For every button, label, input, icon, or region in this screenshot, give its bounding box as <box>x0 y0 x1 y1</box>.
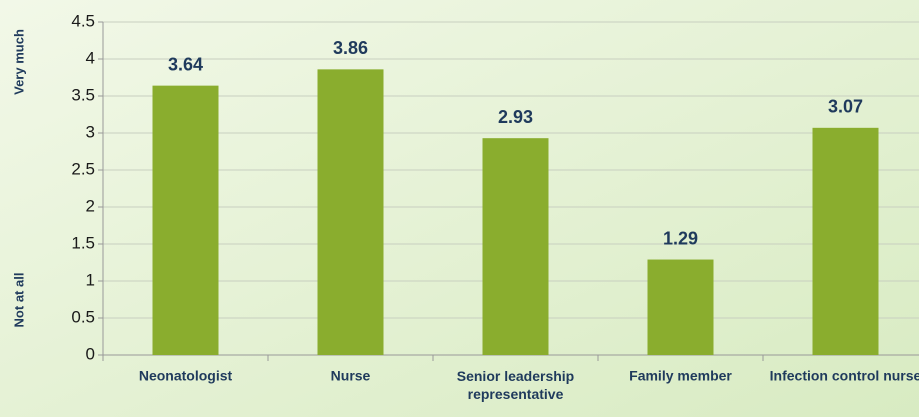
x-tick-label: Family member <box>629 368 732 384</box>
y-tick-label: 3.5 <box>71 85 95 104</box>
data-label: 3.07 <box>828 97 863 117</box>
data-label: 1.29 <box>663 228 698 248</box>
y-label-top: Very much <box>11 29 26 95</box>
x-tick-label: Neonatologist <box>139 368 233 384</box>
data-label: 3.64 <box>168 54 203 74</box>
y-tick-label: 4.5 <box>71 11 95 30</box>
y-tick-label: 0.5 <box>71 307 95 326</box>
y-label-bottom: Not at all <box>11 273 26 328</box>
x-tick-label-line: Senior leadership <box>457 368 574 384</box>
y-tick-label: 3 <box>86 122 95 141</box>
x-tick-label: Infection control nurse <box>770 368 919 384</box>
y-tick-label: 1.5 <box>71 233 95 252</box>
x-tick-label-line: representative <box>468 386 564 402</box>
bar <box>647 259 714 355</box>
y-tick-label: 1 <box>86 270 95 289</box>
x-tick-label: Nurse <box>331 368 371 384</box>
bar <box>812 127 879 355</box>
x-tick-label: Senior leadership representative <box>457 368 574 402</box>
data-label: 3.86 <box>333 38 368 58</box>
bar <box>482 138 549 355</box>
y-tick-label: 2 <box>86 196 95 215</box>
y-tick-label: 4 <box>86 48 95 67</box>
bar <box>317 69 384 356</box>
bar <box>152 85 219 355</box>
y-tick-label: 2.5 <box>71 159 95 178</box>
data-label: 2.93 <box>498 107 533 127</box>
y-tick-label: 0 <box>86 344 95 363</box>
